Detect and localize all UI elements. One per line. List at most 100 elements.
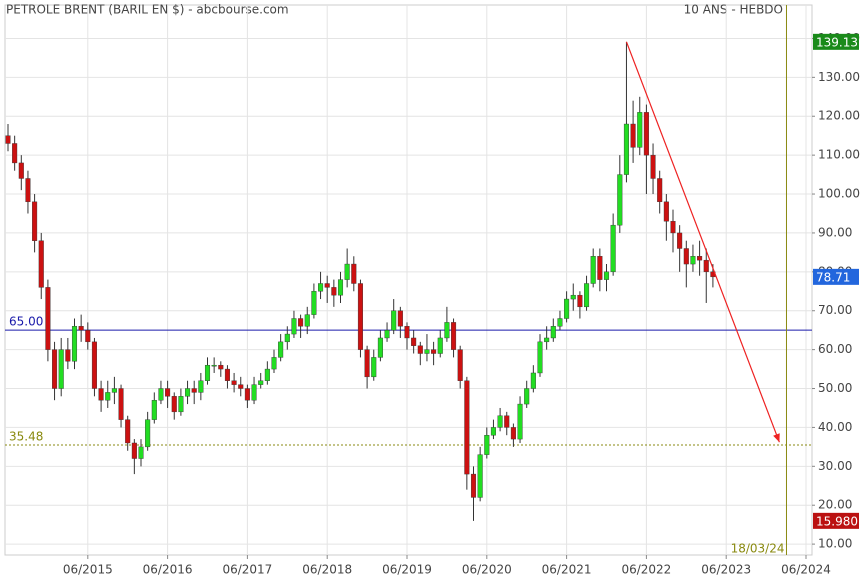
candle-body [58, 349, 64, 389]
last-marker-label: 78.71 [816, 270, 850, 284]
candle-body [490, 427, 496, 436]
candle-body [457, 349, 463, 381]
candle-body [125, 419, 131, 444]
candle-body [271, 357, 277, 370]
candle-body [32, 201, 38, 241]
candle-body [677, 232, 683, 249]
candle-body [630, 123, 636, 148]
candle-body [570, 294, 576, 300]
plot-area [4, 4, 813, 556]
candle-body [703, 259, 709, 273]
candle-body [12, 143, 18, 164]
level-label: 35.48 [9, 430, 43, 444]
candle-body [105, 392, 111, 401]
candle-body [264, 368, 270, 381]
candle-body [204, 364, 211, 381]
candle-body [165, 388, 171, 397]
candle-body [690, 256, 696, 265]
candle-body [71, 326, 78, 362]
chart-title: PETROLE BRENT (BARIL EN $) - abcbourse.c… [6, 3, 289, 17]
candle-body [377, 337, 383, 358]
candle-body [318, 283, 324, 292]
candle-body [497, 415, 503, 428]
candle-body [451, 322, 457, 350]
y-tick-label: 60.00 [818, 342, 852, 356]
candle-body [650, 154, 656, 179]
candle-body [131, 442, 137, 459]
x-tick-label: 06/2015 [63, 563, 113, 577]
candle-body [470, 473, 477, 498]
candle-body [371, 357, 377, 378]
cursor-date: 18/03/24 [731, 542, 785, 556]
y-tick-label: 130.00 [818, 70, 860, 84]
candle-body [444, 322, 450, 339]
candle-body [284, 333, 290, 343]
candle-body [331, 287, 337, 296]
candle-body [145, 419, 151, 448]
candle-body [464, 380, 470, 475]
candle-body [564, 298, 570, 319]
candle-body [185, 388, 191, 397]
candle-body [623, 123, 629, 175]
candle-body [52, 349, 58, 389]
candle-body [577, 294, 583, 308]
candle-body [670, 221, 676, 234]
candle-body [244, 388, 250, 401]
y-tick-label: 100.00 [818, 187, 860, 201]
y-tick-label: 10.00 [818, 537, 852, 551]
candle-body [504, 415, 510, 428]
candle-body [298, 318, 304, 327]
candle-body [45, 287, 51, 350]
candle-body [224, 368, 230, 381]
candle-body [171, 396, 177, 413]
level-label: 65.00 [9, 315, 43, 329]
trend-line [625, 41, 780, 443]
x-tick-label: 06/2017 [222, 563, 272, 577]
candle-body [98, 388, 104, 401]
y-tick-label: 90.00 [818, 225, 852, 239]
candle-body [584, 283, 590, 308]
candle-body [550, 326, 556, 339]
candle-body [25, 178, 31, 203]
candle-body [537, 341, 543, 374]
y-tick-label: 20.00 [818, 498, 852, 512]
candle-body [384, 329, 390, 339]
candle-body [517, 403, 523, 440]
candle-body [118, 388, 124, 420]
x-tick-label: 06/2023 [701, 563, 751, 577]
candle-body [238, 384, 244, 389]
candle-body [530, 372, 536, 389]
candle-body [151, 399, 157, 420]
y-tick-label: 40.00 [818, 420, 852, 434]
candle-body [85, 329, 91, 343]
candle-body [524, 388, 530, 405]
candle-body [291, 318, 297, 335]
candle-body [510, 427, 516, 440]
candle-body [324, 283, 330, 288]
min-marker-box [813, 512, 859, 529]
candle-body [218, 364, 224, 370]
candle-body [111, 388, 117, 393]
candle-body [391, 310, 397, 331]
candle-body [590, 256, 596, 284]
candle-body [637, 112, 643, 148]
candle-body [38, 240, 44, 288]
candle-body [138, 446, 144, 459]
candle-body [597, 256, 603, 280]
x-tick-label: 06/2024 [781, 563, 831, 577]
candle-body [5, 135, 11, 144]
candle-body [304, 314, 310, 327]
candle-body [311, 291, 317, 315]
y-tick-label: 30.00 [818, 459, 852, 473]
candle-body [211, 364, 217, 367]
x-tick-label: 06/2020 [462, 563, 512, 577]
candle-body [231, 380, 237, 385]
chart-subtitle: 10 ANS - HEBDO [684, 3, 783, 17]
candle-body [278, 341, 284, 358]
candle-body [337, 279, 344, 296]
candle-body [344, 263, 350, 280]
candle-body [610, 224, 616, 273]
candle-body [198, 380, 204, 393]
candle-body [431, 349, 437, 354]
x-tick-label: 06/2016 [143, 563, 193, 577]
